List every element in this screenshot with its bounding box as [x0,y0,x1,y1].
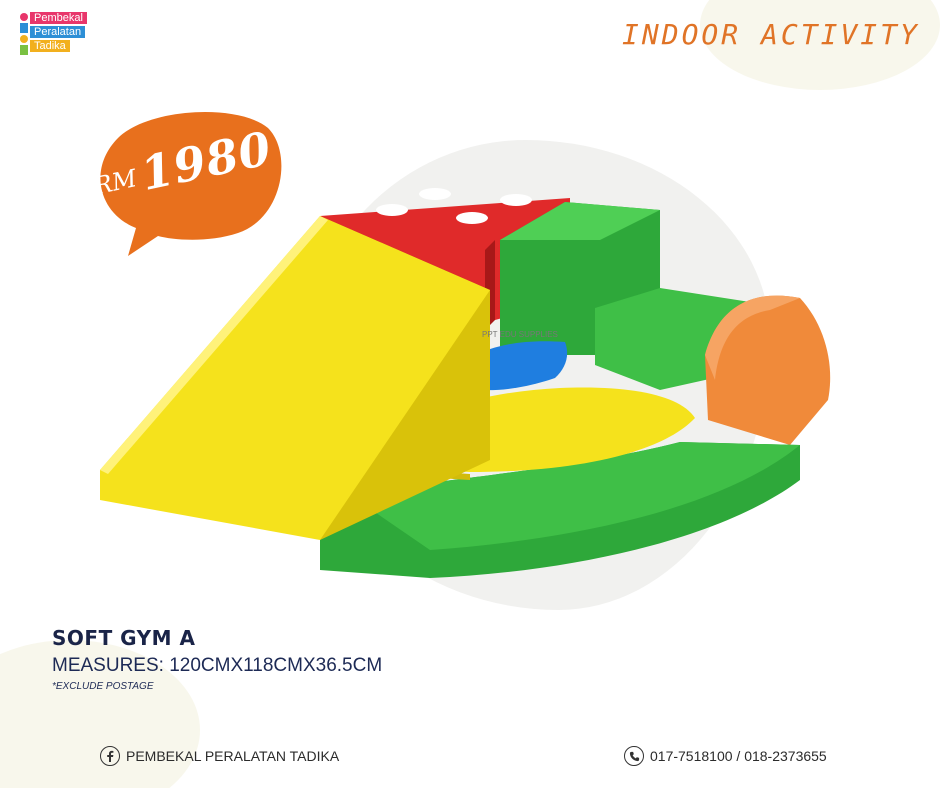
yellow-slide [100,216,490,540]
category-title: INDOOR ACTIVITY [622,18,920,51]
product-name: SOFT GYM A [52,626,196,650]
phone-icon [624,746,644,766]
phone-contact[interactable]: 017-7518100 / 018-2373655 [624,744,827,768]
facebook-icon [100,746,120,766]
phone-numbers[interactable]: 017-7518100 / 018-2373655 [650,748,827,764]
logo-line-3: Tadika [30,40,70,52]
price-bubble [100,111,282,257]
watermark-text: PPT EDU SUPPLIES [482,330,558,339]
product-measures: MEASURES: 120CMX118CMX36.5CM [52,655,383,676]
orange-wedge [705,295,831,445]
soft-gym-product-image [100,188,831,578]
facebook-contact[interactable]: PEMBEKAL PERALATAN TADIKA [100,744,339,768]
green-step-block [500,202,660,355]
logo-kids-icon [20,13,28,55]
logo-line-2: Peralatan [30,26,86,38]
brand-logo: Pembekal Peralatan Tadika [18,12,108,60]
facebook-page-label[interactable]: PEMBEKAL PERALATAN TADIKA [126,748,340,764]
logo-line-1: Pembekal [30,12,87,24]
postage-note: *EXCLUDE POSTAGE [52,681,154,692]
